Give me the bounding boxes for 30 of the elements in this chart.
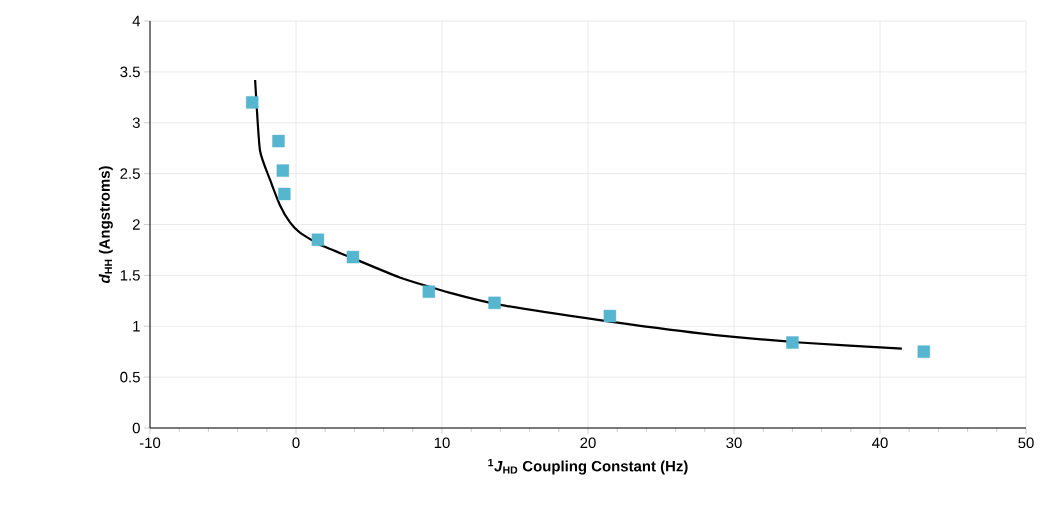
x-tick-label: 40 xyxy=(872,437,888,449)
point xyxy=(917,345,931,358)
y-tick-label: 0 xyxy=(132,422,140,434)
x-tick-label: -10 xyxy=(139,437,161,449)
point xyxy=(311,233,325,246)
y-tick-label: 2.5 xyxy=(120,168,140,179)
y-tick-label: 1 xyxy=(133,321,140,332)
x-tick-label: 0 xyxy=(292,437,300,449)
x-axis-title: $^{1}$J$_{HD}$ Coupling Constant (Hz) xyxy=(488,458,688,475)
point xyxy=(786,336,799,349)
y-axis-title: d$_{HH}$ (Angstroms) xyxy=(98,166,113,284)
point xyxy=(346,250,360,264)
y-tick-label: 3.5 xyxy=(120,66,140,78)
point xyxy=(272,134,285,148)
y-tick-label: 0.5 xyxy=(120,371,140,383)
point xyxy=(603,309,617,323)
y-tick-label: 3 xyxy=(132,117,140,129)
point xyxy=(278,187,291,201)
x-tick-label: 30 xyxy=(726,437,742,449)
y-tick-label: 4 xyxy=(132,15,141,27)
point xyxy=(422,285,436,298)
line-series xyxy=(254,78,904,350)
point xyxy=(246,96,259,109)
point xyxy=(488,296,501,310)
x-tick-label: 20 xyxy=(580,437,596,449)
y-tick-label: 1.5 xyxy=(120,270,140,281)
point xyxy=(276,164,290,177)
y-tick-label: 2 xyxy=(132,219,140,230)
x-tick-label: 50 xyxy=(1018,437,1034,449)
x-tick-label: 10 xyxy=(434,437,450,449)
